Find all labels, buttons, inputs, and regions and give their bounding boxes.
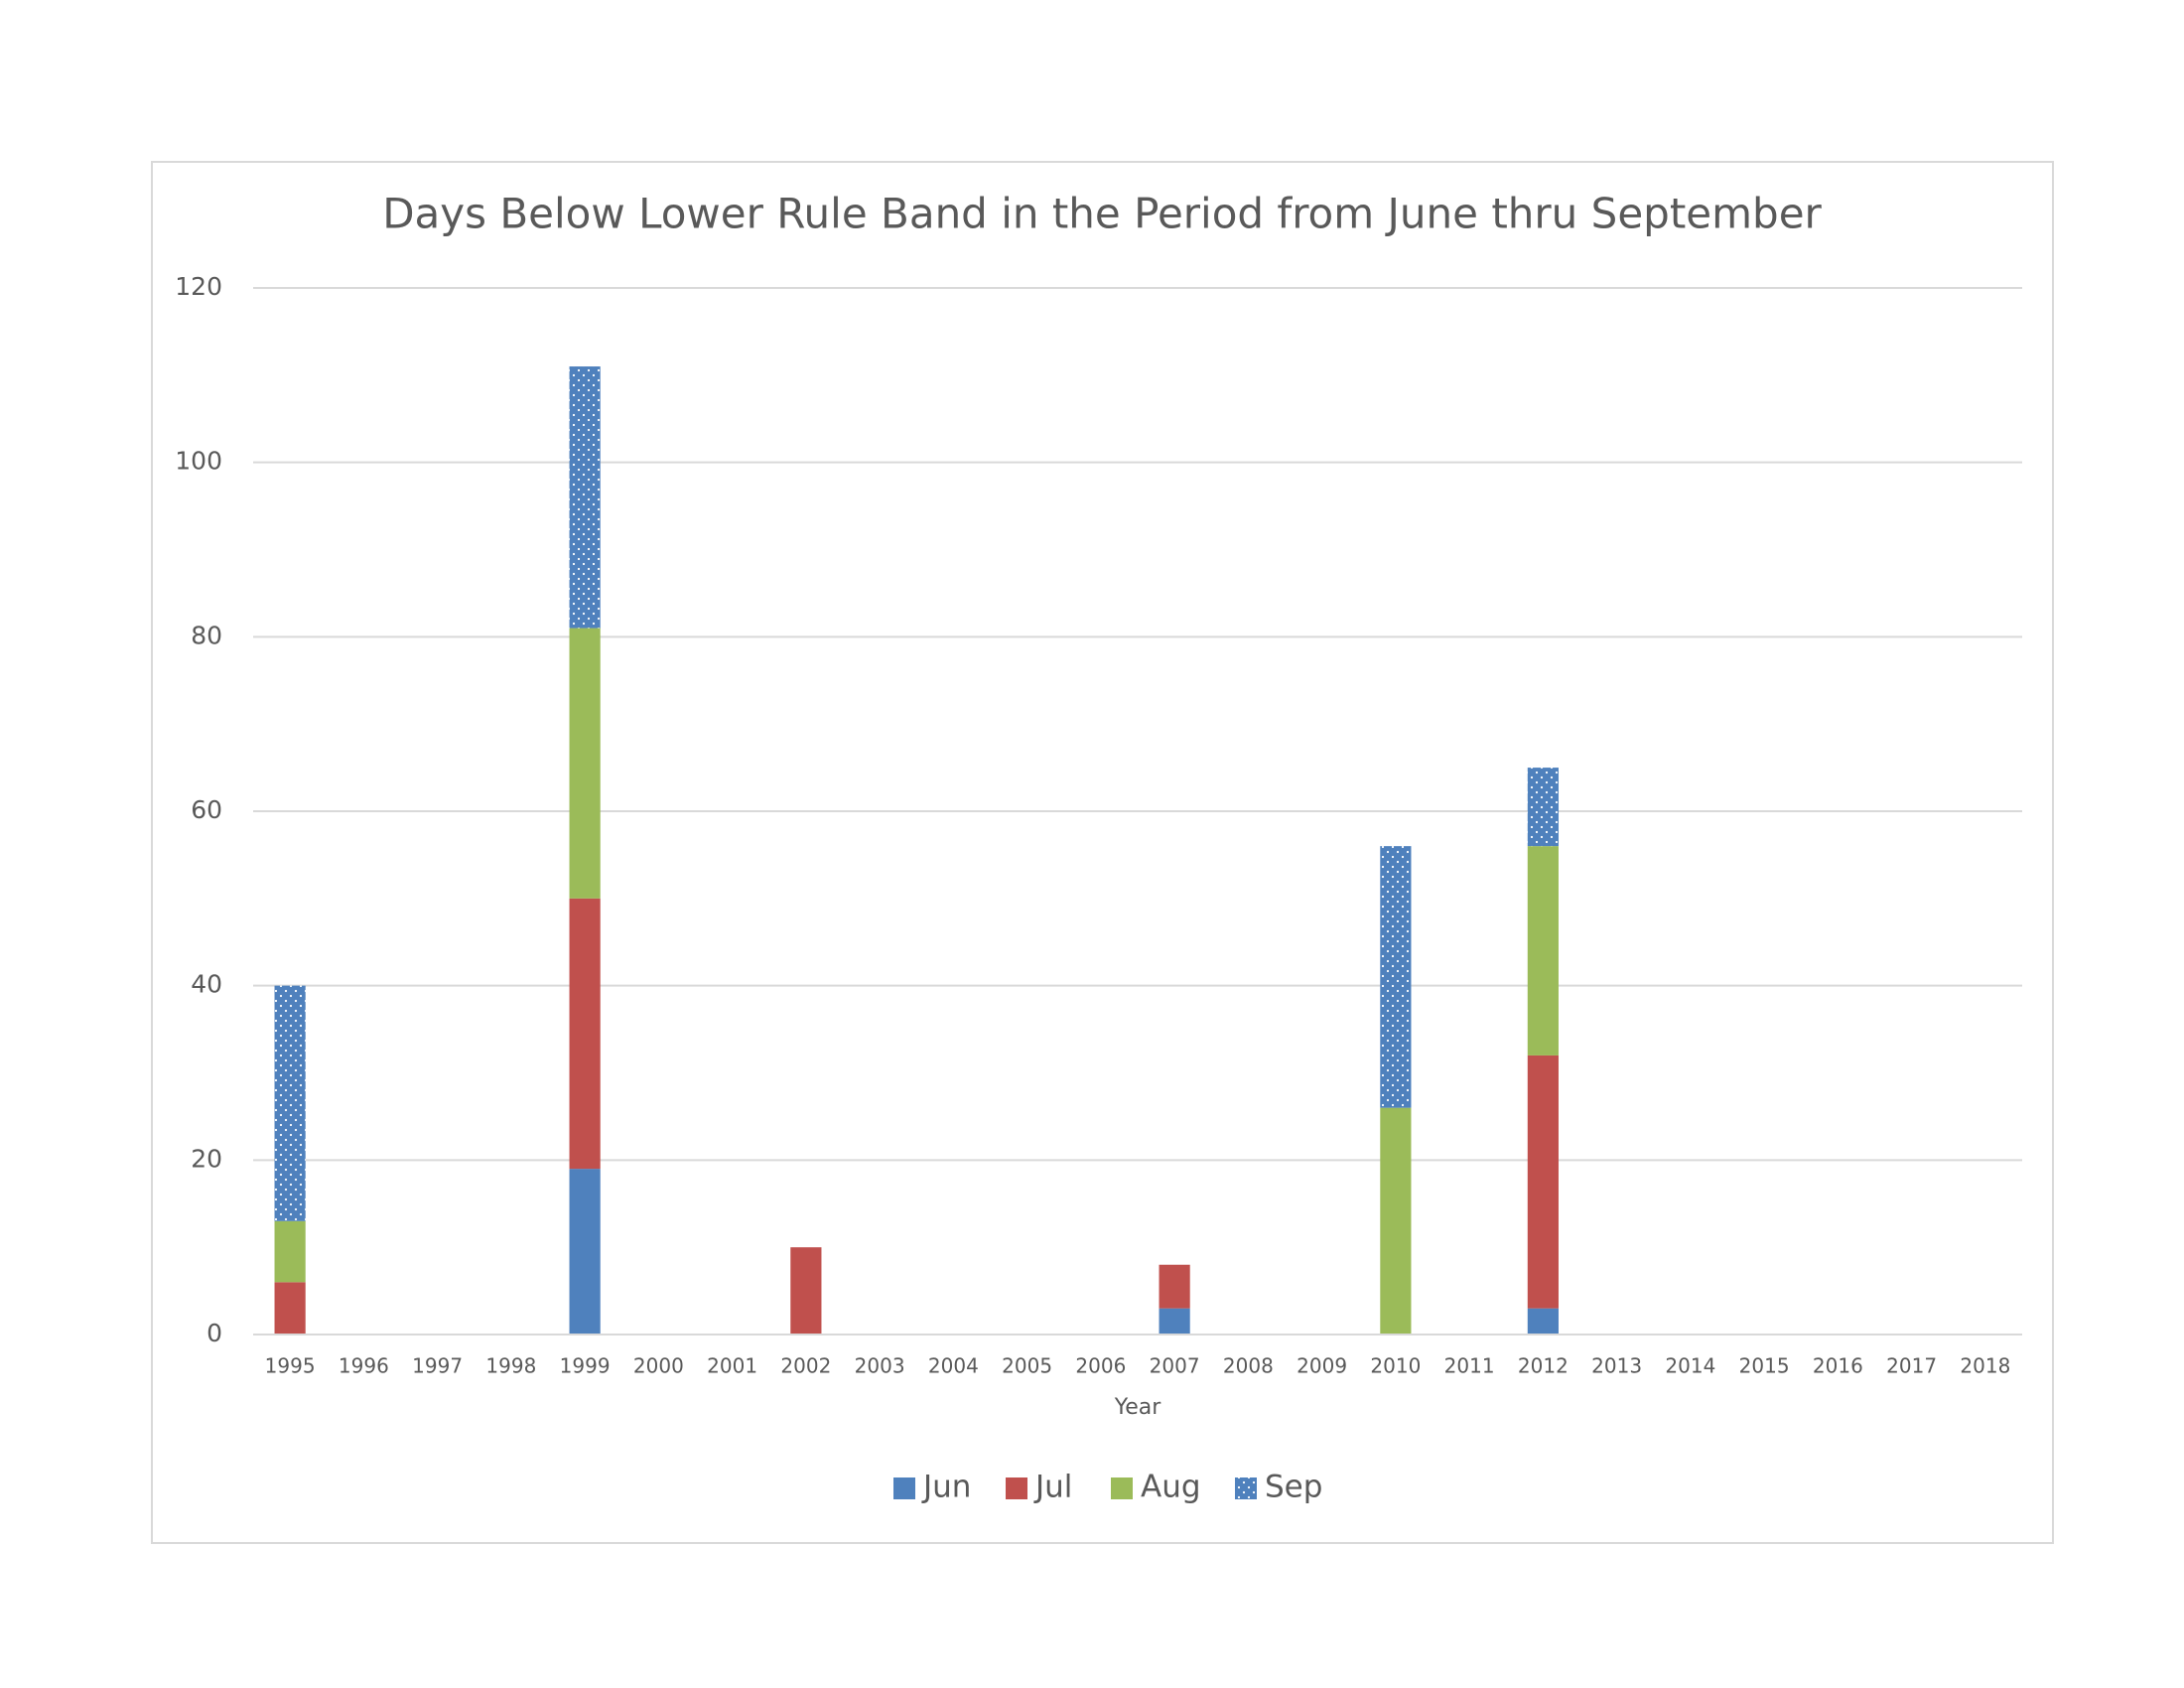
bar-segment (1380, 846, 1412, 1108)
x-tick-label: 1997 (412, 1354, 463, 1378)
x-tick-label: 2005 (1002, 1354, 1052, 1378)
bar-segment (1159, 1264, 1190, 1309)
x-tick-label: 2001 (707, 1354, 757, 1378)
y-tick-label: 40 (191, 970, 222, 999)
bar-segment (1380, 1107, 1412, 1335)
bar-segment (1527, 1308, 1559, 1335)
x-tick-label: 2007 (1150, 1354, 1200, 1378)
x-axis-label: Year (1114, 1395, 1162, 1420)
x-tick-label: 1995 (265, 1354, 316, 1378)
y-tick-label: 120 (175, 272, 222, 301)
x-tick-label: 2016 (1813, 1354, 1863, 1378)
legend-label: Aug (1141, 1470, 1201, 1505)
x-tick-label: 2015 (1739, 1354, 1790, 1378)
bar-segment (569, 898, 601, 1170)
x-tick-label: 2013 (1591, 1354, 1642, 1378)
chart-border (151, 161, 2054, 1544)
x-tick-label: 2003 (855, 1354, 905, 1378)
bar-segment (569, 628, 601, 899)
y-tick-label: 20 (191, 1144, 222, 1173)
x-tick-label: 2010 (1370, 1354, 1421, 1378)
bar-segment (790, 1247, 822, 1335)
bar-segment (569, 366, 601, 629)
x-tick-label: 2014 (1665, 1354, 1715, 1378)
legend-swatch (1006, 1477, 1027, 1499)
x-tick-label: 2004 (928, 1354, 979, 1378)
bar-segment (1527, 846, 1559, 1055)
x-tick-label: 2006 (1075, 1354, 1126, 1378)
x-tick-label: 1996 (339, 1354, 389, 1378)
chart-title: Days Below Lower Rule Band in the Period… (382, 190, 1822, 238)
y-tick-label: 60 (191, 795, 222, 824)
bar-segment (1527, 1055, 1559, 1309)
x-tick-label: 2008 (1223, 1354, 1274, 1378)
legend-swatch (893, 1477, 915, 1499)
bar-segment (569, 1169, 601, 1335)
bar-segment (274, 985, 306, 1221)
legend-label: Jun (921, 1470, 971, 1505)
x-tick-label: 1998 (485, 1354, 536, 1378)
x-tick-label: 2012 (1518, 1354, 1569, 1378)
legend-swatch (1235, 1477, 1257, 1499)
x-tick-label: 2009 (1297, 1354, 1347, 1378)
bar-segment (1159, 1308, 1190, 1335)
x-tick-label: 2000 (633, 1354, 684, 1378)
legend-label: Sep (1265, 1470, 1322, 1505)
bar-segment (274, 1220, 306, 1283)
legend-label: Jul (1033, 1470, 1072, 1505)
y-tick-label: 80 (191, 621, 222, 649)
x-tick-label: 2017 (1886, 1354, 1937, 1378)
y-tick-label: 0 (206, 1319, 222, 1347)
x-tick-label: 2011 (1444, 1354, 1495, 1378)
x-tick-label: 2002 (780, 1354, 831, 1378)
legend-swatch (1111, 1477, 1133, 1499)
y-tick-label: 100 (175, 447, 222, 476)
x-tick-label: 2018 (1960, 1354, 2010, 1378)
x-tick-label: 1999 (560, 1354, 611, 1378)
bar-segment (274, 1282, 306, 1335)
bar-segment (1527, 768, 1559, 847)
